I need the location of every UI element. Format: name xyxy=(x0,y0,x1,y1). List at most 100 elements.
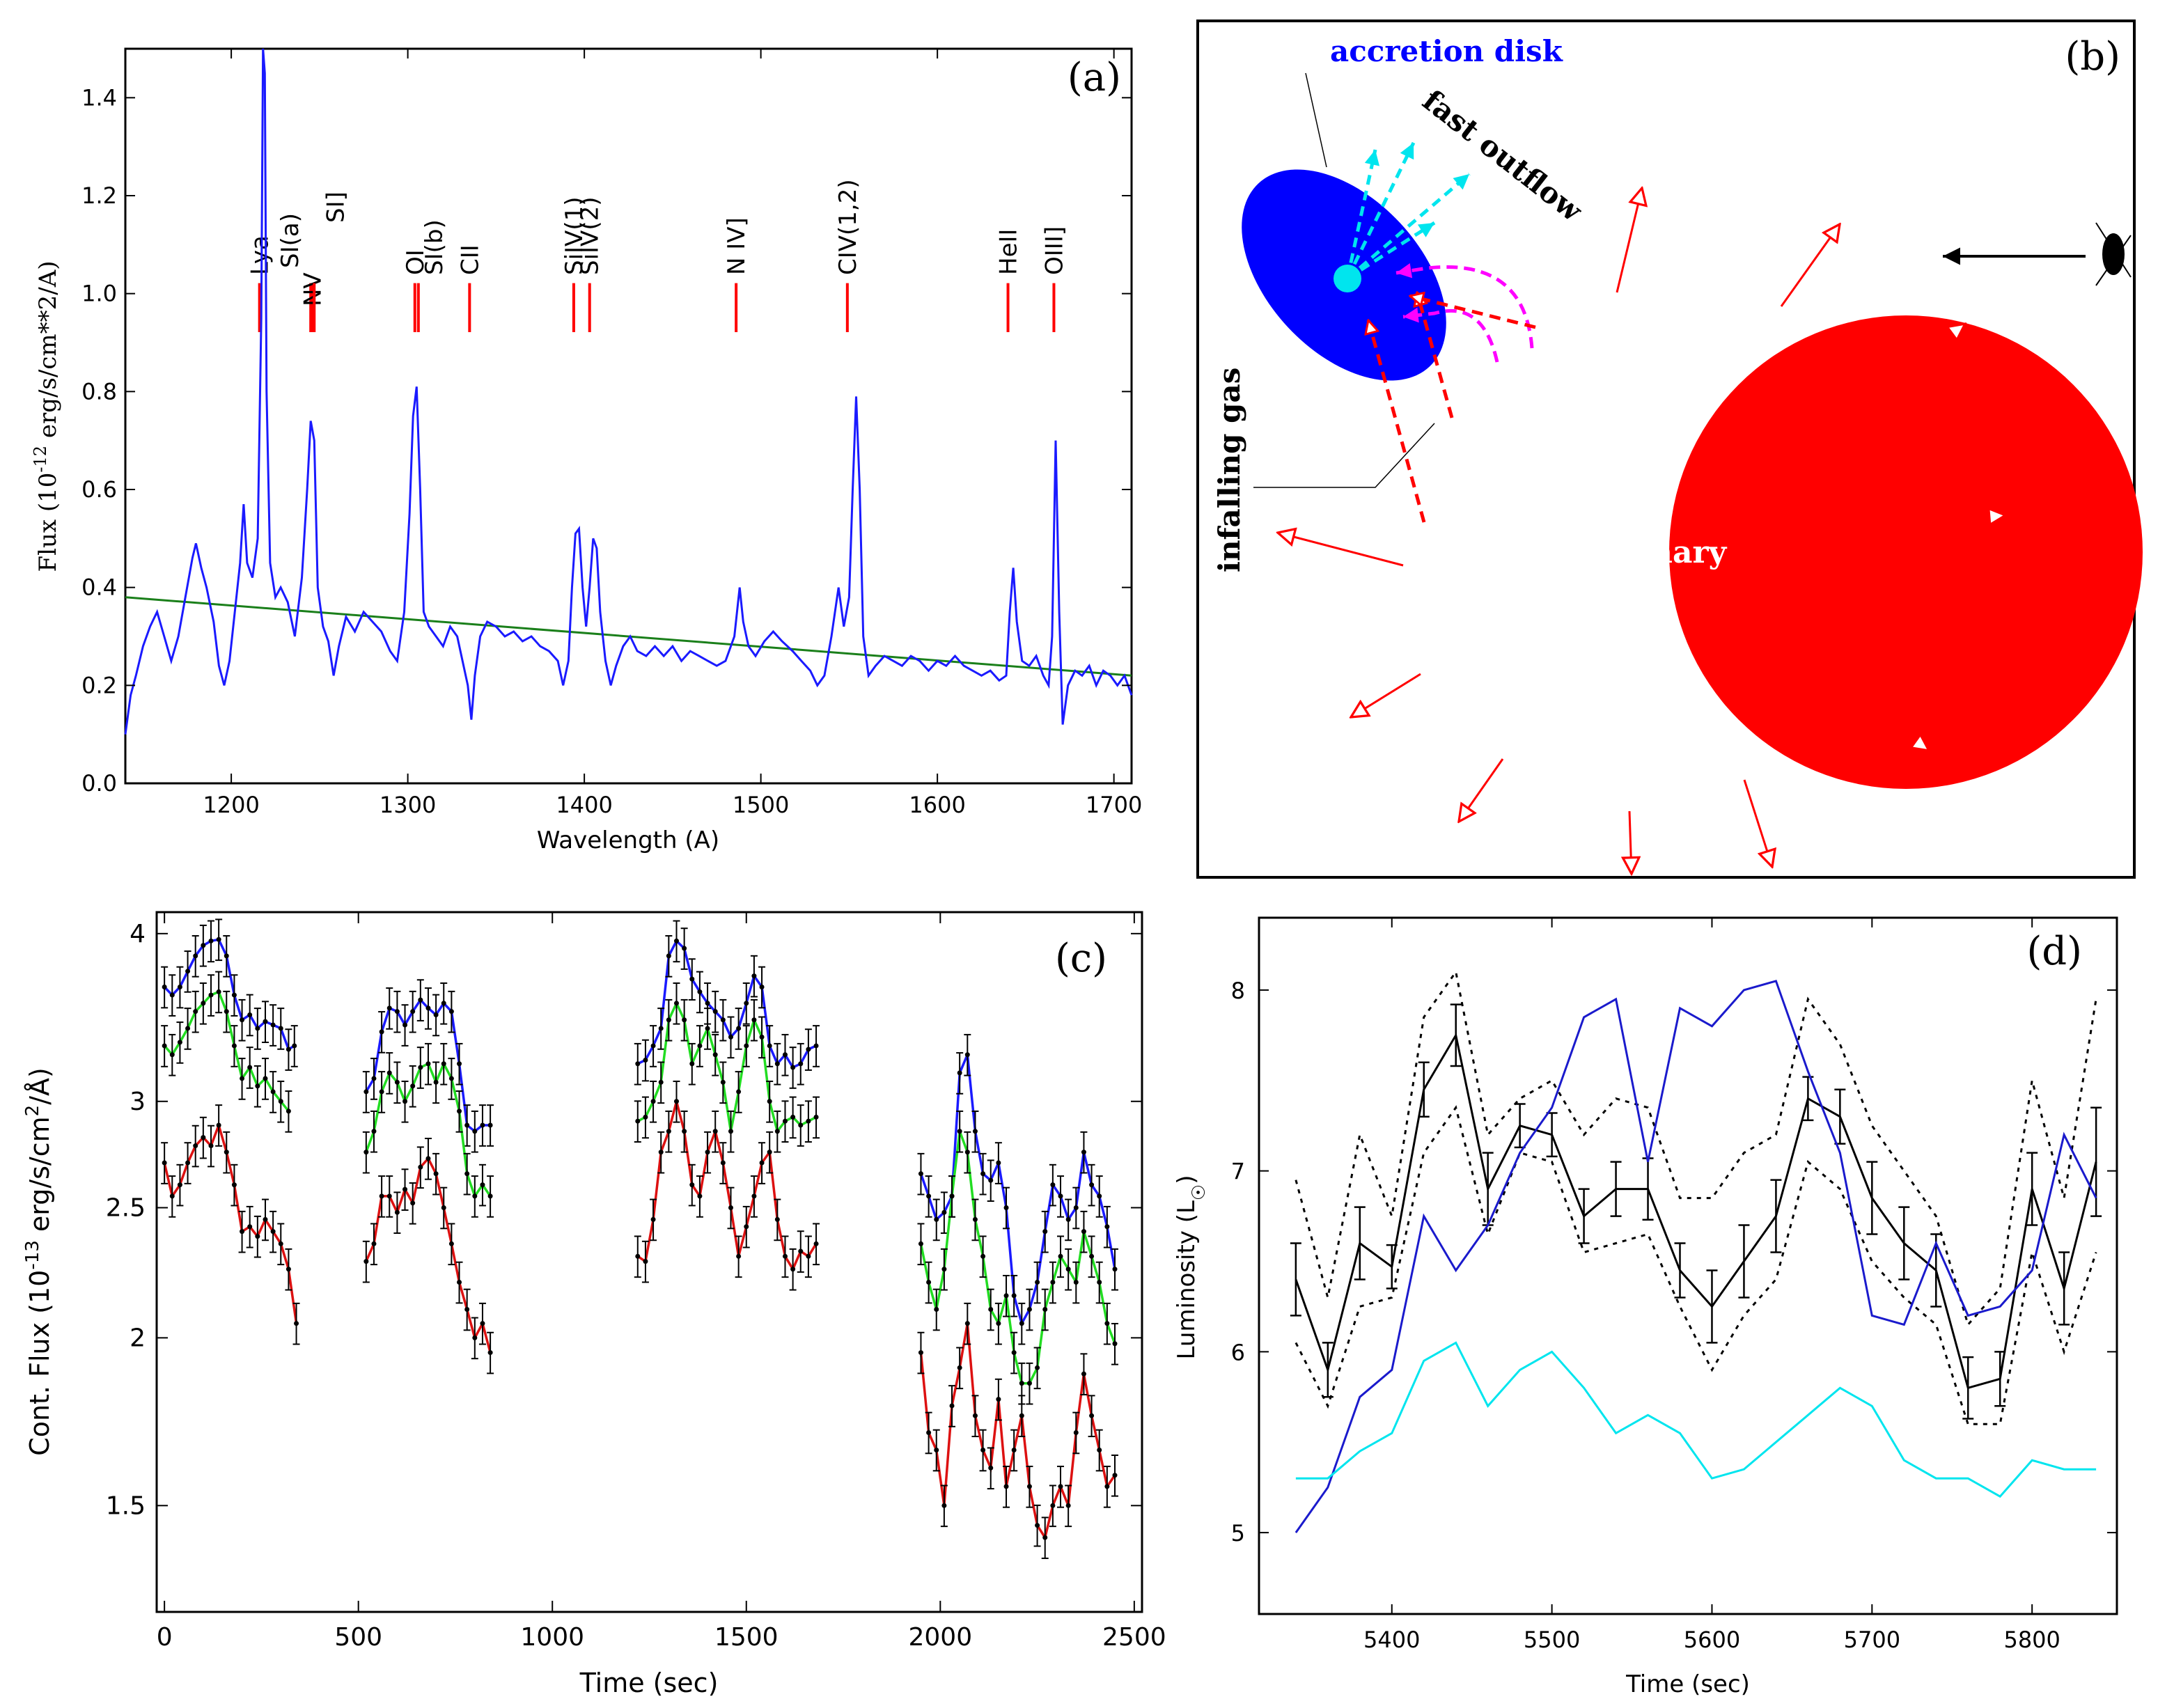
x-tick-label: 500 xyxy=(334,1623,382,1652)
data-point xyxy=(790,1114,796,1120)
y-tick-label: 7 xyxy=(1231,1159,1245,1185)
data-point xyxy=(1003,1293,1009,1299)
disk-pointer-line xyxy=(1305,72,1327,168)
data-point xyxy=(263,1216,268,1222)
data-point xyxy=(682,1017,687,1023)
data-point xyxy=(806,1047,811,1052)
data-point xyxy=(487,1122,493,1128)
data-point xyxy=(964,1150,970,1155)
y-tick-label: 8 xyxy=(1231,978,1245,1004)
data-point xyxy=(790,1267,796,1272)
data-point xyxy=(705,1001,710,1006)
data-point xyxy=(216,937,221,942)
data-point xyxy=(996,1397,1001,1402)
data-point xyxy=(1019,1413,1024,1418)
data-point xyxy=(650,1043,656,1049)
data-point xyxy=(425,1005,431,1011)
data-point xyxy=(402,1022,408,1028)
data-point xyxy=(240,1017,245,1023)
data-point xyxy=(240,1076,245,1081)
data-point xyxy=(728,1034,733,1040)
data-point xyxy=(231,1182,237,1188)
data-point xyxy=(996,1321,1001,1326)
outflow-arrow xyxy=(1346,173,1471,280)
data-point xyxy=(689,1061,695,1067)
continuum-fit-line xyxy=(125,596,1132,677)
data-point xyxy=(1003,1205,1009,1210)
data-point xyxy=(980,1171,986,1177)
data-point xyxy=(177,985,182,990)
data-point xyxy=(363,1089,369,1095)
data-point xyxy=(270,1089,276,1095)
y-tick-label: 0.4 xyxy=(81,574,117,601)
panel-d-label: (d) xyxy=(2026,929,2082,974)
data-point xyxy=(712,1052,718,1058)
primary-label: primary xyxy=(1591,535,1728,570)
outflow-arrows xyxy=(1345,141,1471,281)
data-point xyxy=(1050,1503,1056,1508)
data-point xyxy=(689,1182,695,1188)
data-point xyxy=(255,1234,260,1239)
panel-c-xlabel: Time (sec) xyxy=(579,1668,719,1698)
data-point xyxy=(798,1122,804,1128)
data-point xyxy=(410,1083,416,1089)
data-point xyxy=(658,1026,664,1031)
data-point xyxy=(957,1070,962,1076)
data-point xyxy=(1089,1253,1095,1259)
x-tick-label: 5400 xyxy=(1363,1627,1420,1653)
data-point xyxy=(247,1224,253,1230)
data-point xyxy=(949,1403,955,1409)
data-point xyxy=(240,1229,245,1235)
data-point xyxy=(751,1193,757,1199)
data-point xyxy=(759,1160,765,1166)
wind-arrow xyxy=(1616,188,1642,293)
data-point xyxy=(782,1253,788,1259)
data-point xyxy=(1050,1280,1056,1285)
primary-star xyxy=(1669,315,2143,789)
wind-arrow xyxy=(1780,224,1840,307)
data-point xyxy=(1073,1429,1079,1435)
data-point xyxy=(487,1193,493,1199)
line-label: CII xyxy=(456,244,484,275)
data-point xyxy=(379,1029,384,1035)
data-point xyxy=(918,1350,923,1356)
data-point xyxy=(1042,1535,1048,1540)
data-point xyxy=(263,1076,268,1081)
data-point xyxy=(286,1108,291,1114)
data-point xyxy=(386,1005,392,1011)
data-point xyxy=(1042,1229,1048,1235)
data-point xyxy=(363,1150,369,1155)
line-label: OIII] xyxy=(1040,226,1068,275)
line-label: OI xyxy=(402,249,430,275)
data-point xyxy=(487,1350,493,1356)
data-point xyxy=(255,1083,260,1089)
data-point xyxy=(433,1012,439,1017)
spectrum-line xyxy=(124,48,1133,735)
y-tick-label: 6 xyxy=(1231,1339,1245,1365)
data-point xyxy=(363,1259,369,1264)
data-point xyxy=(813,1114,819,1120)
panel-b-label: (b) xyxy=(2065,34,2120,79)
data-point xyxy=(980,1253,986,1259)
blue-series-line xyxy=(1295,980,2097,1533)
data-point xyxy=(1097,1280,1102,1285)
data-point xyxy=(1011,1350,1017,1356)
y-tick-label: 4 xyxy=(130,920,146,948)
x-tick-label: 2500 xyxy=(1102,1623,1166,1652)
red-series-line xyxy=(919,1323,1116,1541)
data-point xyxy=(658,1079,664,1085)
x-tick-label: 1000 xyxy=(520,1623,584,1652)
data-point xyxy=(751,1017,757,1023)
data-point xyxy=(457,1108,462,1114)
data-point xyxy=(1035,1365,1040,1370)
data-point xyxy=(441,1061,446,1067)
data-point xyxy=(1019,1321,1024,1326)
data-point xyxy=(635,1061,641,1067)
line-label: SI(a) xyxy=(276,213,304,268)
data-point xyxy=(270,1022,276,1028)
y-tick-label: 2.5 xyxy=(106,1193,146,1222)
data-point xyxy=(1097,1447,1102,1452)
data-point xyxy=(934,1216,939,1222)
panel-a-frame xyxy=(124,47,1133,785)
